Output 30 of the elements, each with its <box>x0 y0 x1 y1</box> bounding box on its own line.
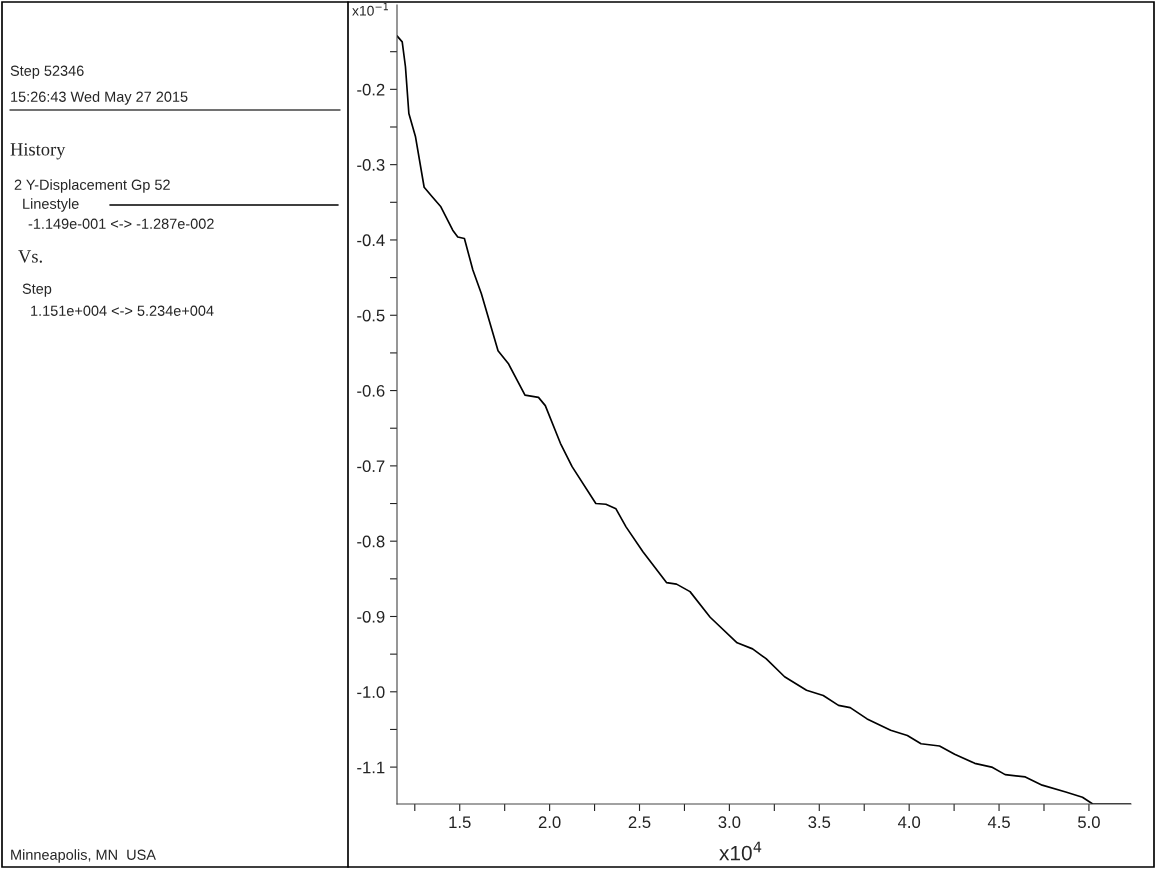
x-tick-label: 1.5 <box>449 816 471 829</box>
x-tick-label: 2.0 <box>538 816 561 829</box>
text: 2 Y-Displacement Gp 52 <box>14 179 170 193</box>
x-tick-label: 3.5 <box>808 816 831 829</box>
y-tick-label: -0.6 <box>357 384 385 397</box>
text: 1.151e+004 <-> 5.234e+004 <box>31 305 214 316</box>
y-axis-title: x10$^{−1}$ <box>352 3 388 16</box>
x-tick-label: 4.0 <box>897 816 921 829</box>
y-tick-label: -1.0 <box>357 686 385 698</box>
x-axis-title: x10$^{4}$ <box>719 841 762 861</box>
y-tick-label: -0.3 <box>357 159 385 171</box>
text: History <box>10 143 66 160</box>
y-tick-label: -0.4 <box>357 234 385 247</box>
y-tick-label: -1.1 <box>357 761 385 774</box>
text: 15:26:43 Wed May 27 2015 <box>11 91 188 105</box>
x-tick-label: 2.5 <box>628 816 651 829</box>
y-tick-label: -0.5 <box>357 309 385 322</box>
y-tick-label: -0.7 <box>357 460 385 473</box>
text: Step 52346 <box>10 65 84 79</box>
y-tick-label: -0.8 <box>357 535 385 548</box>
x-tick-label: 5.0 <box>1078 816 1100 829</box>
y-tick-label: -0.2 <box>357 83 385 96</box>
text: Vs. <box>18 250 42 263</box>
x-tick-label: 4.5 <box>987 816 1010 829</box>
y-tick-label: -0.9 <box>357 610 385 623</box>
text: Step <box>22 283 52 297</box>
text: Linestyle <box>23 198 79 212</box>
text: Minneapolis, MN USA <box>11 849 156 863</box>
text: -1.149e-001 <-> -1.287e-002 <box>28 218 214 229</box>
x-tick-label: 3.0 <box>718 816 741 829</box>
